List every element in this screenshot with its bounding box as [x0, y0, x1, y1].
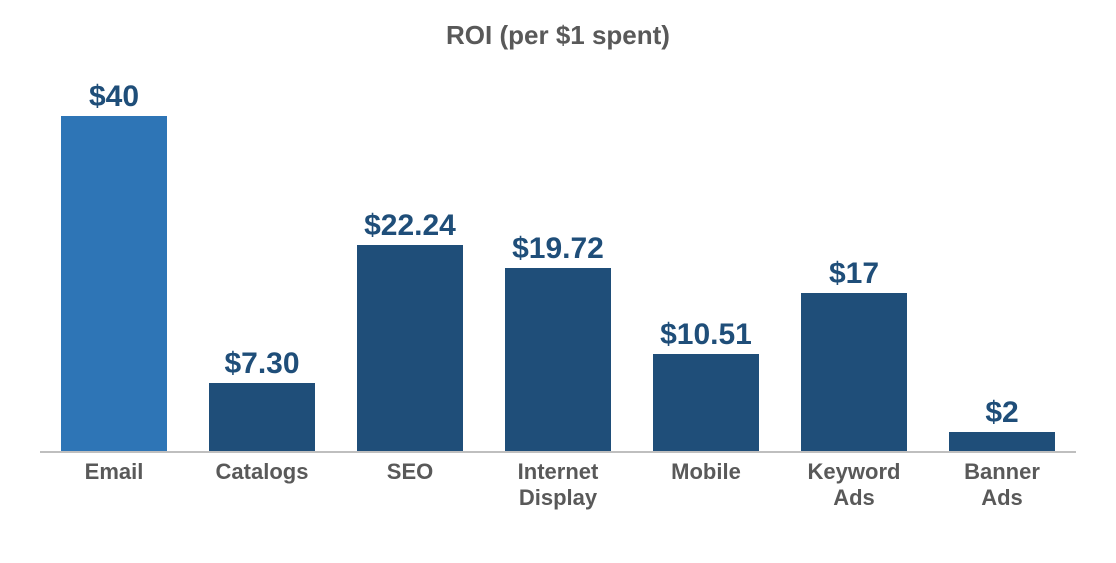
bar-slot: $22.24 — [336, 80, 484, 451]
bar-value-label: $17 — [829, 257, 879, 291]
x-axis-label: InternetDisplay — [484, 459, 632, 512]
bar-slot: $7.30 — [188, 80, 336, 451]
bar — [653, 354, 760, 451]
bar — [801, 293, 908, 451]
x-axis-label: BannerAds — [928, 459, 1076, 512]
bar-slot: $40 — [40, 80, 188, 451]
bar-value-label: $7.30 — [224, 347, 299, 381]
bar-slot: $10.51 — [632, 80, 780, 451]
x-axis-label: KeywordAds — [780, 459, 928, 512]
bar-value-label: $10.51 — [660, 318, 752, 352]
bar — [61, 116, 168, 451]
x-axis-labels: EmailCatalogsSEOInternetDisplayMobileKey… — [40, 459, 1076, 512]
x-axis-label: Email — [40, 459, 188, 512]
bar — [505, 268, 612, 451]
bar-value-label: $22.24 — [364, 209, 456, 243]
plot-area: $40 $7.30 $22.24 $19.72 $10.51 $17 $2 — [40, 80, 1076, 453]
x-axis-label: Mobile — [632, 459, 780, 512]
bar — [357, 245, 464, 451]
chart-title: ROI (per $1 spent) — [0, 20, 1116, 51]
roi-bar-chart: ROI (per $1 spent) $40$7.30$22.24$19.72$… — [0, 0, 1116, 563]
x-axis-label: SEO — [336, 459, 484, 512]
bar-value-label: $40 — [89, 80, 139, 114]
x-axis-label: Catalogs — [188, 459, 336, 512]
bars-container: $40 $7.30 $22.24 $19.72 $10.51 $17 $2 — [40, 80, 1076, 451]
bar-slot: $2 — [928, 80, 1076, 451]
bar-slot: $19.72 — [484, 80, 632, 451]
bar — [209, 383, 316, 451]
bar-value-label: $19.72 — [512, 232, 604, 266]
bar-value-label: $2 — [985, 396, 1018, 430]
x-axis-baseline — [40, 451, 1076, 453]
bar-slot: $17 — [780, 80, 928, 451]
bar — [949, 432, 1056, 451]
